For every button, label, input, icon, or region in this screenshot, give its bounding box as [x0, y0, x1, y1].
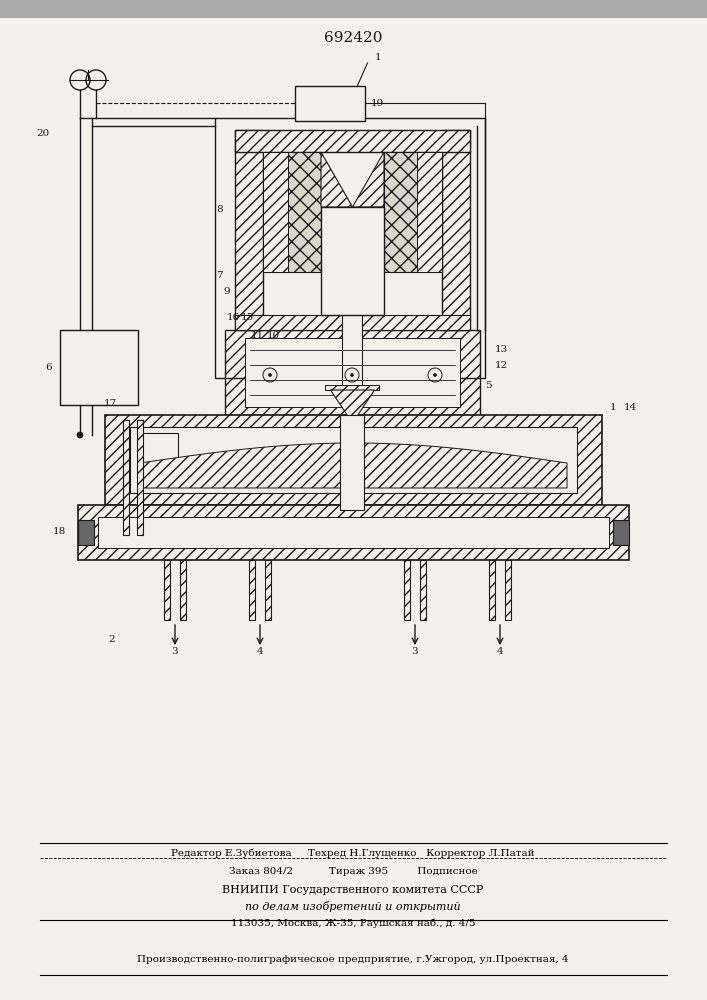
- Circle shape: [269, 373, 271, 376]
- Text: 7: 7: [216, 270, 223, 279]
- Text: 14: 14: [624, 402, 637, 412]
- Bar: [342, 310, 363, 405]
- Bar: [78, 520, 94, 545]
- Bar: [263, 152, 288, 272]
- Bar: [140, 433, 178, 487]
- Bar: [164, 560, 170, 620]
- Text: 1: 1: [610, 402, 617, 412]
- Bar: [384, 152, 442, 272]
- Text: по делам изобретений и открытий: по делам изобретений и открытий: [245, 902, 461, 912]
- Bar: [263, 152, 321, 272]
- Text: 9: 9: [223, 288, 230, 296]
- Bar: [123, 420, 129, 535]
- Text: 4: 4: [497, 648, 503, 656]
- Text: 11: 11: [250, 330, 264, 340]
- Text: ВНИИПИ Государственного комитета СССР: ВНИИПИ Государственного комитета СССР: [222, 885, 484, 895]
- Polygon shape: [353, 152, 384, 207]
- Bar: [78, 505, 629, 560]
- Bar: [420, 560, 426, 620]
- Text: 18: 18: [53, 528, 66, 536]
- Bar: [265, 560, 271, 620]
- Bar: [130, 427, 577, 493]
- Bar: [489, 560, 495, 620]
- Bar: [105, 415, 602, 505]
- Text: 3: 3: [172, 648, 178, 656]
- Bar: [225, 330, 480, 415]
- Text: 13: 13: [495, 346, 508, 355]
- Bar: [245, 338, 460, 407]
- Bar: [404, 560, 410, 620]
- Bar: [98, 517, 609, 548]
- Bar: [60, 330, 138, 405]
- Text: Производственно-полиграфическое предприятие, г.Ужгород, ул.Проектная, 4: Производственно-полиграфическое предприя…: [137, 956, 568, 964]
- Polygon shape: [140, 443, 567, 488]
- Bar: [442, 130, 470, 330]
- Bar: [321, 207, 384, 315]
- Text: 8: 8: [216, 206, 223, 215]
- Text: 20: 20: [37, 128, 50, 137]
- Circle shape: [433, 373, 436, 376]
- Circle shape: [77, 432, 83, 438]
- Text: Заказ 804/2           Тираж 395         Подписное: Заказ 804/2 Тираж 395 Подписное: [228, 867, 477, 876]
- Polygon shape: [321, 152, 353, 207]
- Bar: [505, 560, 511, 620]
- Bar: [341, 415, 365, 510]
- Bar: [613, 520, 629, 545]
- Bar: [235, 315, 470, 330]
- Bar: [249, 560, 255, 620]
- Text: 10: 10: [267, 330, 280, 340]
- Text: 6: 6: [45, 362, 52, 371]
- Bar: [325, 385, 380, 390]
- Text: 5: 5: [485, 380, 491, 389]
- Polygon shape: [330, 390, 375, 423]
- Text: 16: 16: [226, 314, 240, 322]
- Text: 15: 15: [240, 314, 254, 322]
- Text: Редактор Е.Зубиетова     Техред Н.Глущенко   Корректор Л.Патай: Редактор Е.Зубиетова Техред Н.Глущенко К…: [171, 848, 534, 858]
- Bar: [180, 560, 186, 620]
- Text: 19: 19: [371, 99, 384, 107]
- Bar: [295, 86, 365, 121]
- Text: 3: 3: [411, 648, 419, 656]
- Text: 1: 1: [375, 53, 381, 62]
- Bar: [0, 0, 707, 18]
- Bar: [417, 152, 442, 272]
- Text: 2: 2: [108, 636, 115, 645]
- Text: 692420: 692420: [324, 31, 382, 45]
- Text: 4: 4: [257, 648, 263, 656]
- Circle shape: [351, 373, 354, 376]
- Text: 12: 12: [495, 360, 508, 369]
- Text: 17: 17: [103, 398, 117, 408]
- Bar: [235, 130, 470, 152]
- Bar: [137, 420, 143, 535]
- Bar: [215, 118, 485, 378]
- Text: 113035, Москва, Ж-35, Раушская наб., д. 4/5: 113035, Москва, Ж-35, Раушская наб., д. …: [230, 918, 475, 928]
- Bar: [235, 130, 263, 330]
